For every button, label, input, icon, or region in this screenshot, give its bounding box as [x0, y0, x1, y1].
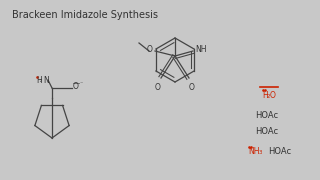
Text: H: H: [36, 75, 42, 84]
Text: N: N: [43, 75, 49, 84]
Text: 3: 3: [259, 150, 262, 156]
Text: O: O: [73, 82, 79, 91]
Text: H: H: [262, 91, 268, 100]
Text: O: O: [155, 83, 161, 92]
Text: NH: NH: [248, 147, 260, 156]
Text: 2: 2: [267, 93, 270, 98]
Text: HOAc: HOAc: [255, 111, 278, 120]
Text: NH: NH: [195, 44, 206, 53]
Text: ⁻: ⁻: [80, 82, 83, 87]
Text: ₂: ₂: [40, 78, 42, 82]
Text: O: O: [147, 44, 153, 53]
Text: HOAc: HOAc: [255, 127, 278, 136]
Text: O: O: [270, 91, 276, 100]
Text: HOAc: HOAc: [268, 147, 291, 156]
Text: Brackeen Imidazole Synthesis: Brackeen Imidazole Synthesis: [12, 10, 158, 20]
Text: O: O: [189, 83, 195, 92]
